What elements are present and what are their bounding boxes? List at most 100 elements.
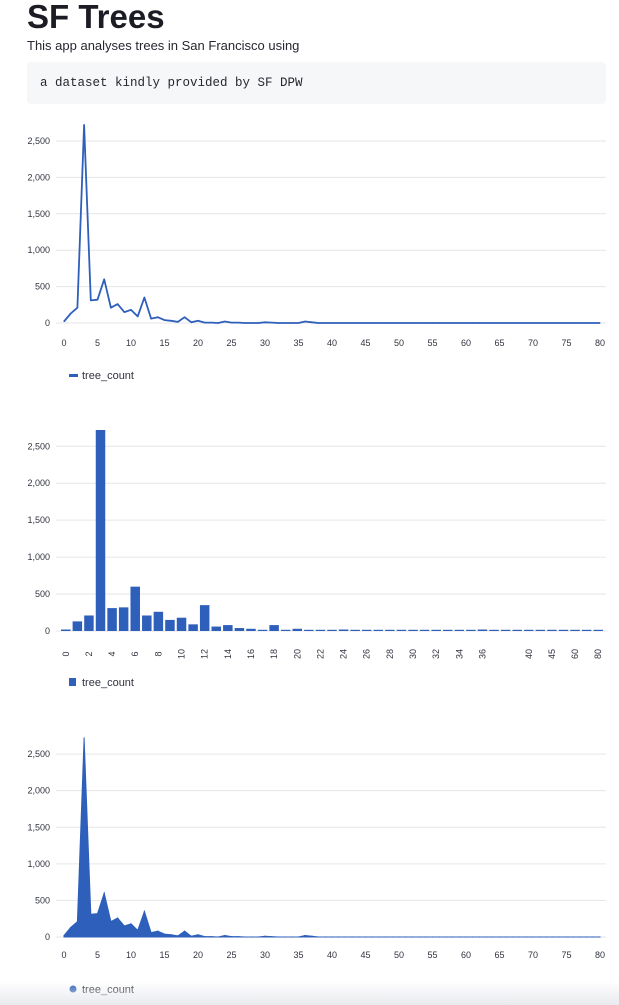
bar xyxy=(292,628,303,631)
data-point xyxy=(157,316,159,318)
footer-shadow xyxy=(0,981,619,1005)
data-point xyxy=(271,322,273,324)
data-point xyxy=(264,321,266,323)
bar xyxy=(535,629,546,631)
y-tick-label: 0 xyxy=(45,626,50,636)
bar xyxy=(95,430,106,631)
x-tick-label: 34 xyxy=(454,649,464,659)
x-tick-label: 15 xyxy=(159,338,169,348)
data-point xyxy=(103,278,105,280)
x-tick-label: 40 xyxy=(327,338,337,348)
data-point xyxy=(565,936,568,938)
data-point xyxy=(318,322,320,324)
data-point xyxy=(311,321,313,323)
data-point xyxy=(338,322,340,324)
data-point xyxy=(532,936,534,938)
data-point xyxy=(177,935,179,937)
data-point xyxy=(445,322,447,324)
bar xyxy=(165,619,175,631)
data-point xyxy=(143,910,145,912)
bar xyxy=(385,629,395,631)
data-point xyxy=(579,936,581,938)
data-point xyxy=(204,322,206,324)
data-point xyxy=(572,936,574,938)
data-point xyxy=(204,936,206,938)
x-tick-label: 40 xyxy=(327,950,337,960)
y-tick-label: 1,000 xyxy=(27,859,50,869)
data-point xyxy=(291,936,293,938)
legend-swatch xyxy=(69,374,78,377)
y-tick-label: 1,500 xyxy=(27,515,50,525)
data-point xyxy=(391,322,393,324)
data-point xyxy=(391,936,393,938)
data-point xyxy=(478,936,480,938)
bar xyxy=(188,624,198,631)
data-point xyxy=(311,935,313,937)
data-point xyxy=(378,322,380,324)
data-point xyxy=(324,936,326,938)
y-tick-label: 2,500 xyxy=(27,441,50,451)
bar xyxy=(269,625,279,631)
x-tick-label: 80 xyxy=(595,950,605,960)
data-point xyxy=(552,322,554,324)
data-point xyxy=(137,929,139,932)
x-tick-label: 16 xyxy=(246,649,256,659)
data-point xyxy=(344,322,346,324)
data-point xyxy=(545,322,548,324)
data-point xyxy=(525,936,527,938)
y-tick-label: 500 xyxy=(35,895,50,905)
data-point xyxy=(210,936,212,938)
data-point xyxy=(284,322,286,324)
x-tick-label: 45 xyxy=(547,649,557,659)
data-point xyxy=(371,936,373,938)
data-point xyxy=(559,322,561,324)
bar xyxy=(477,629,488,631)
data-point xyxy=(230,322,233,324)
data-point xyxy=(364,936,367,938)
data-point xyxy=(519,322,521,324)
data-point xyxy=(351,322,353,324)
data-point xyxy=(83,124,85,126)
x-tick-label: 26 xyxy=(362,649,372,659)
data-point xyxy=(418,936,420,938)
data-point xyxy=(230,936,233,938)
x-tick-label: 30 xyxy=(260,338,270,348)
data-point xyxy=(378,936,380,938)
data-point xyxy=(398,322,400,324)
data-point xyxy=(244,322,246,324)
data-point xyxy=(458,322,460,324)
bar xyxy=(130,586,140,631)
data-point xyxy=(304,934,306,937)
data-point xyxy=(137,315,139,318)
data-point xyxy=(251,936,253,938)
x-tick-label: 45 xyxy=(360,338,370,348)
x-tick-label: 75 xyxy=(561,338,571,348)
bar xyxy=(558,629,569,631)
x-tick-label: 8 xyxy=(153,651,163,656)
y-tick-label: 1,500 xyxy=(27,209,50,219)
y-tick-label: 500 xyxy=(35,282,50,292)
data-point xyxy=(224,934,226,937)
data-point xyxy=(572,322,574,324)
data-point xyxy=(264,935,266,937)
bar xyxy=(500,629,511,631)
data-point xyxy=(76,307,78,309)
x-tick-label: 55 xyxy=(427,338,437,348)
x-tick-label: 20 xyxy=(193,338,203,348)
data-point xyxy=(472,322,474,324)
x-tick-label: 5 xyxy=(95,950,100,960)
data-point xyxy=(237,322,239,324)
x-tick-label: 30 xyxy=(260,950,270,960)
data-point xyxy=(371,322,373,324)
data-point xyxy=(398,936,400,938)
data-point xyxy=(96,299,99,301)
data-point xyxy=(505,322,507,324)
bar xyxy=(61,629,71,631)
bar xyxy=(142,615,152,631)
data-point xyxy=(465,322,467,324)
data-point xyxy=(90,913,92,915)
bar xyxy=(408,629,418,631)
data-point xyxy=(224,320,226,323)
data-point xyxy=(237,936,239,938)
